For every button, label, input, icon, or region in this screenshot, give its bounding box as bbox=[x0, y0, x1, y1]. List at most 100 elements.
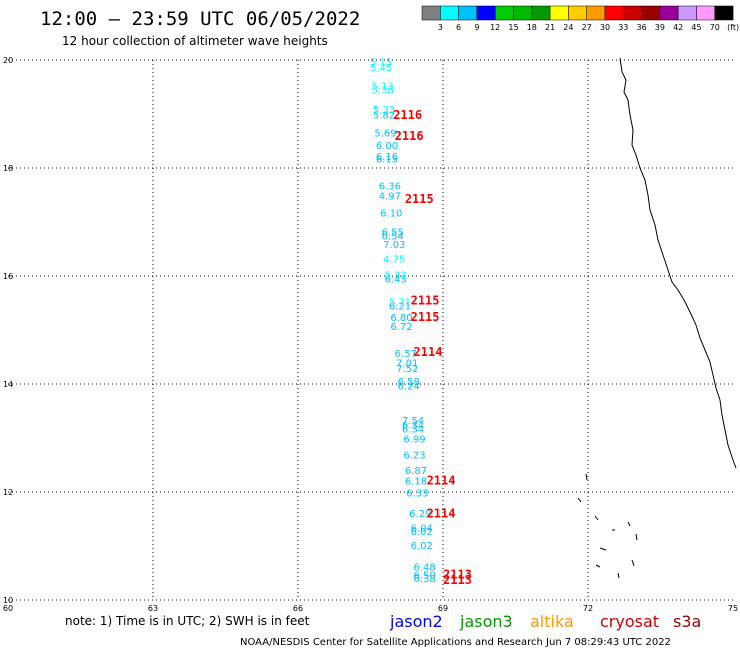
cycle-label: 2115 bbox=[411, 310, 440, 324]
wave-height-label: 6.16 bbox=[376, 152, 398, 163]
x-axis-ticks: 60 63 66 69 72 75 bbox=[3, 604, 738, 613]
wave-height-label: 6.23 bbox=[403, 451, 425, 462]
wave-height-label: 5.71 bbox=[389, 298, 411, 309]
wave-height-label: 5.13 bbox=[371, 82, 393, 93]
wave-height-label: 6.72 bbox=[390, 322, 412, 333]
chart-title: 12:00 – 23:59 UTC 06/05/2022 bbox=[40, 8, 360, 30]
legend-label: 42 bbox=[673, 23, 683, 32]
legend-label: 15 bbox=[508, 23, 518, 32]
wave-height-label: 6.02 bbox=[411, 527, 433, 538]
wave-height-label: 6.00 bbox=[376, 141, 398, 152]
legend-swatch bbox=[568, 5, 587, 21]
wave-height-label: 7.03 bbox=[383, 240, 405, 251]
x-tick-label: 75 bbox=[728, 604, 738, 613]
wave-height-label: 6.55 bbox=[382, 228, 404, 239]
wave-height-label: 5.38 bbox=[371, 85, 393, 96]
coastline-india bbox=[619, 57, 737, 469]
satellite-jason2: jason2 bbox=[389, 612, 443, 631]
cycle-label: 2115 bbox=[411, 294, 440, 308]
legend-swatch bbox=[513, 5, 533, 21]
cycle-label: 2114 bbox=[427, 506, 456, 520]
footer-credit: NOAA/NESDIS Center for Satellite Applica… bbox=[240, 637, 671, 648]
wave-height-label: 6.87 bbox=[405, 466, 427, 477]
legend-label: 3 bbox=[438, 23, 443, 32]
wave-height-label: 6.02 bbox=[411, 541, 433, 552]
cycle-label: 2115 bbox=[405, 192, 434, 206]
x-tick-label: 69 bbox=[438, 604, 448, 613]
legend-swatch bbox=[494, 5, 514, 21]
legend-swatch bbox=[421, 5, 441, 21]
grid-lines bbox=[8, 59, 733, 601]
legend-label: 12 bbox=[490, 23, 500, 32]
wave-height-label: 6.80 bbox=[390, 313, 412, 324]
legend-swatch bbox=[696, 5, 716, 21]
wave-height-label: 5.32 bbox=[385, 271, 407, 282]
wave-height-label: 5.69 bbox=[374, 129, 396, 140]
y-tick-label: 10 bbox=[3, 596, 13, 605]
y-tick-label: 14 bbox=[3, 380, 13, 389]
x-tick-label: 72 bbox=[583, 604, 593, 613]
cycle-label: 2114 bbox=[414, 345, 443, 359]
footer-note: note: 1) Time is in UTC; 2) SWH is in fe… bbox=[65, 614, 310, 628]
coastline-islands bbox=[577, 473, 638, 579]
legend-swatch bbox=[604, 5, 624, 21]
legend-swatch bbox=[641, 5, 661, 21]
y-tick-label: 18 bbox=[3, 164, 13, 173]
y-tick-label: 20 bbox=[3, 56, 13, 65]
satellite-altika: altika bbox=[530, 612, 574, 631]
coastline bbox=[577, 57, 737, 579]
legend-label: 21 bbox=[545, 23, 555, 32]
wave-height-observations: 5.155.45 5.135.38 5.335.82 5.696.006.166.15… bbox=[370, 57, 436, 585]
legend-label: 45 bbox=[691, 23, 701, 32]
legend-label: 36 bbox=[637, 23, 647, 32]
legend-swatch bbox=[531, 5, 551, 21]
legend-swatch bbox=[623, 5, 642, 21]
wave-height-label: 6.33 bbox=[406, 488, 428, 499]
wave-height-label: 7.54 bbox=[402, 416, 424, 427]
wave-height-label: 6.29 bbox=[409, 509, 431, 520]
legend-label: 70 bbox=[710, 23, 720, 32]
legend-swatch bbox=[476, 5, 496, 21]
legend-label: 27 bbox=[582, 23, 592, 32]
wave-height-label: 6.34 bbox=[402, 425, 424, 436]
legend-label: 9 bbox=[474, 23, 479, 32]
legend-swatch bbox=[677, 5, 697, 21]
satellite-cryosat: cryosat bbox=[600, 612, 659, 631]
wave-height-label: 6.24 bbox=[398, 381, 420, 392]
legend-label: 18 bbox=[527, 23, 537, 32]
legend-swatch bbox=[586, 5, 606, 21]
cycle-label: 2114 bbox=[427, 473, 456, 487]
legend-label: 33 bbox=[618, 23, 628, 32]
legend-swatch bbox=[549, 5, 569, 21]
wave-height-label: 6.57 bbox=[395, 349, 417, 360]
legend-swatch bbox=[714, 5, 734, 21]
wave-height-label: 6.04 bbox=[411, 523, 433, 534]
x-tick-label: 60 bbox=[3, 604, 13, 613]
wave-height-label: 6.99 bbox=[403, 434, 425, 445]
wave-height-label: 7.52 bbox=[396, 364, 418, 375]
wave-height-label: 6.10 bbox=[380, 209, 402, 220]
wave-height-label: 6.38 bbox=[414, 574, 436, 585]
wave-height-label: 6.48 bbox=[414, 562, 436, 573]
cycle-label: 2113 bbox=[443, 573, 472, 587]
legend-swatch bbox=[659, 5, 679, 21]
cycle-label: 2116 bbox=[395, 129, 424, 143]
wave-height-label: 6.43 bbox=[385, 274, 407, 285]
x-tick-label: 63 bbox=[148, 604, 158, 613]
legend-label: 6 bbox=[456, 23, 461, 32]
legend-label: 24 bbox=[563, 23, 573, 32]
y-tick-label: 16 bbox=[3, 272, 13, 281]
wave-height-label: 7.01 bbox=[396, 359, 418, 370]
legend-label: 30 bbox=[600, 23, 610, 32]
y-tick-label: 12 bbox=[3, 488, 13, 497]
wave-height-label: 4.97 bbox=[379, 191, 401, 202]
satellite-legend: jason2 jason3 altika cryosat s3a bbox=[389, 612, 701, 631]
wave-height-label: 5.82 bbox=[373, 110, 395, 121]
wave-height-label: 6.36 bbox=[379, 182, 401, 193]
wave-height-label: 5.45 bbox=[370, 63, 392, 74]
cycle-label: 2113 bbox=[443, 567, 472, 581]
wave-height-label: 4.75 bbox=[383, 255, 405, 266]
satellite-s3a: s3a bbox=[673, 612, 701, 631]
